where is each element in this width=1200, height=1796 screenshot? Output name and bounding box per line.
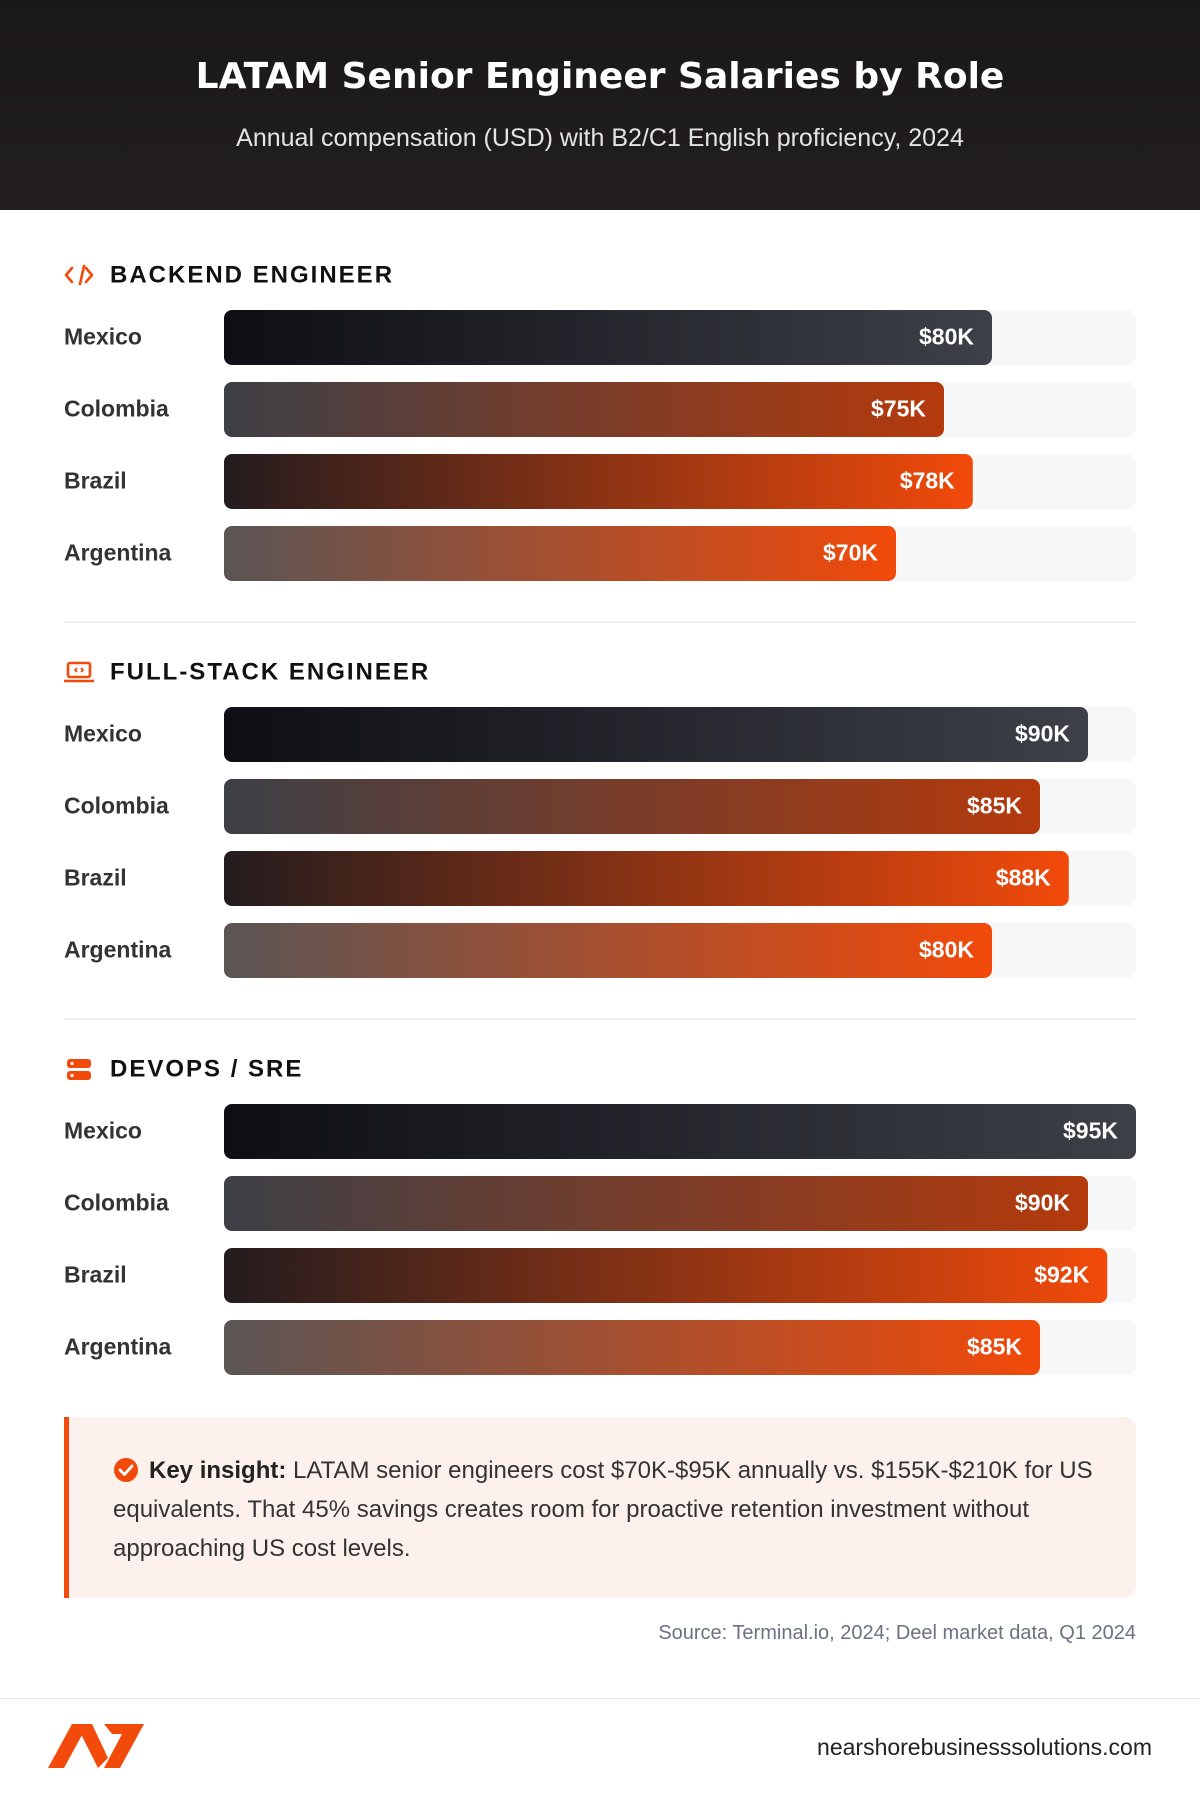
check-icon bbox=[114, 1458, 138, 1482]
bar bbox=[224, 851, 1069, 906]
category-label: Mexico bbox=[64, 324, 142, 350]
value-label: $78K bbox=[900, 468, 955, 494]
bar bbox=[224, 1320, 1040, 1375]
value-label: $80K bbox=[919, 937, 974, 963]
insight-label: Key insight: bbox=[149, 1457, 287, 1484]
section-title: BACKEND ENGINEER bbox=[110, 261, 394, 288]
value-label: $92K bbox=[1034, 1262, 1089, 1288]
category-label: Argentina bbox=[64, 937, 172, 963]
bar bbox=[224, 923, 992, 978]
title: LATAM Senior Engineer Salaries by Role bbox=[195, 56, 1005, 97]
bar bbox=[224, 526, 896, 581]
bar bbox=[224, 1104, 1136, 1159]
bar bbox=[224, 1176, 1088, 1231]
icon-server bbox=[67, 1059, 91, 1080]
bar bbox=[224, 382, 944, 437]
category-label: Brazil bbox=[64, 468, 127, 494]
category-label: Argentina bbox=[64, 1334, 172, 1360]
category-label: Mexico bbox=[64, 721, 142, 747]
insight-box: Key insight: LATAM senior engineers cost… bbox=[64, 1417, 1136, 1598]
footer-divider bbox=[0, 1698, 1200, 1699]
value-label: $90K bbox=[1015, 721, 1070, 747]
logo bbox=[48, 1724, 144, 1768]
value-label: $75K bbox=[871, 396, 926, 422]
value-label: $80K bbox=[919, 324, 974, 350]
charts: BACKEND ENGINEER Mexico $80K Colombia $75K Br… bbox=[64, 261, 1136, 1375]
bar bbox=[224, 454, 973, 509]
category-label: Colombia bbox=[64, 396, 169, 422]
bar bbox=[224, 779, 1040, 834]
bar bbox=[224, 707, 1088, 762]
category-label: Mexico bbox=[64, 1118, 142, 1144]
icon-laptop bbox=[64, 661, 94, 683]
value-label: $95K bbox=[1063, 1118, 1118, 1144]
header: LATAM Senior Engineer Salaries by Role A… bbox=[0, 0, 1200, 210]
value-label: $90K bbox=[1015, 1190, 1070, 1216]
value-label: $88K bbox=[996, 865, 1051, 891]
bar bbox=[224, 1248, 1108, 1303]
category-label: Argentina bbox=[64, 540, 172, 566]
value-label: $85K bbox=[967, 793, 1022, 819]
footer-url: nearshorebusinesssolutions.com bbox=[817, 1734, 1152, 1760]
category-label: Brazil bbox=[64, 865, 127, 891]
value-label: $70K bbox=[823, 540, 878, 566]
category-label: Colombia bbox=[64, 1190, 169, 1216]
category-label: Brazil bbox=[64, 1262, 127, 1288]
source: Source: Terminal.io, 2024; Deel market d… bbox=[658, 1622, 1136, 1644]
insight-text: LATAM senior engineers cost $70K-$95K an… bbox=[113, 1457, 1093, 1562]
subtitle: Annual compensation (USD) with B2/C1 Eng… bbox=[236, 124, 964, 152]
bar bbox=[224, 310, 992, 365]
value-label: $85K bbox=[967, 1334, 1022, 1360]
section-title: FULL-STACK ENGINEER bbox=[110, 658, 430, 685]
category-label: Colombia bbox=[64, 793, 169, 819]
icon-code bbox=[64, 264, 94, 286]
section-title: DEVOPS / SRE bbox=[110, 1055, 303, 1082]
